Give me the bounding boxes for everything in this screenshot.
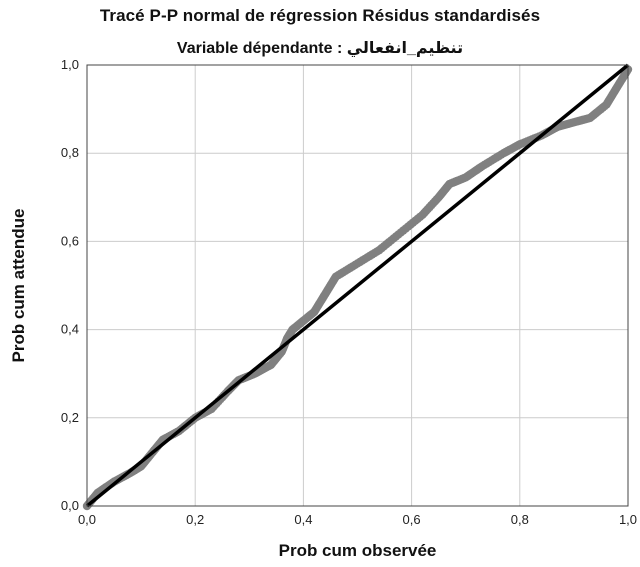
x-tick-label: 1,0 <box>619 512 637 527</box>
y-tick-label: 0,6 <box>61 233 79 248</box>
chart-title: Tracé P-P normal de régression Résidus s… <box>99 6 541 25</box>
y-axis-ticks: 0,0 0,2 0,4 0,6 0,8 1,0 <box>61 57 79 513</box>
plot-frame <box>86 64 629 507</box>
y-tick-label: 0,0 <box>61 498 79 513</box>
x-axis-ticks: 0,0 0,2 0,4 0,6 0,8 1,0 <box>78 512 637 527</box>
reference-line <box>85 63 630 508</box>
x-tick-label: 0,0 <box>78 512 96 527</box>
y-axis-label: Prob cum attendue <box>9 209 28 363</box>
y-tick-label: 0,2 <box>61 410 79 425</box>
x-tick-label: 0,2 <box>186 512 204 527</box>
x-tick-label: 0,8 <box>511 512 529 527</box>
x-tick-label: 0,6 <box>403 512 421 527</box>
chart-subtitle: Variable dépendante : تنظيم_انفعالي <box>176 40 464 57</box>
y-tick-label: 1,0 <box>61 57 79 72</box>
x-tick-label: 0,4 <box>294 512 312 527</box>
y-tick-label: 0,4 <box>61 322 79 337</box>
x-axis-label: Prob cum observée <box>279 541 437 560</box>
y-tick-label: 0,8 <box>61 145 79 160</box>
